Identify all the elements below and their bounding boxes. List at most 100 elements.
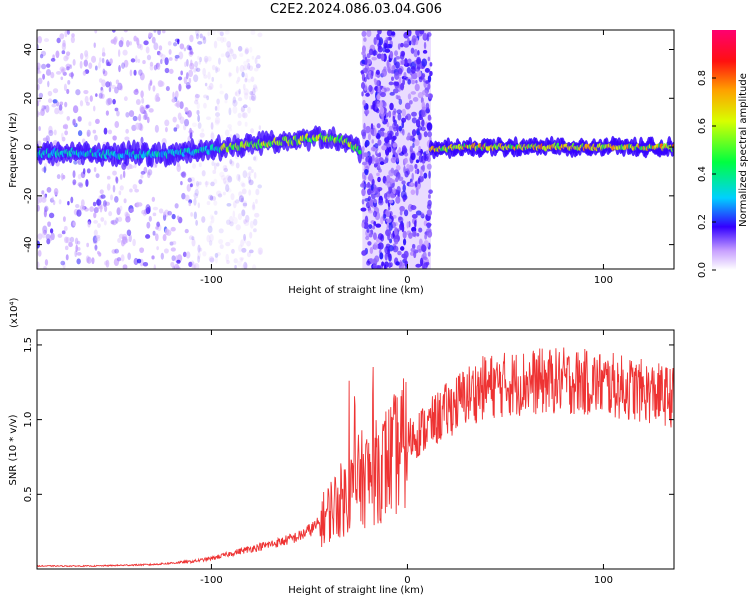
noise-speckle xyxy=(210,181,215,187)
noise-speckle xyxy=(84,50,89,57)
noise-speckle xyxy=(152,85,156,92)
noise-speckle xyxy=(244,47,250,54)
broadband-speckle xyxy=(388,222,393,231)
broadband-speckle xyxy=(385,180,388,186)
noise-speckle xyxy=(138,69,143,76)
broadband-speckle xyxy=(380,216,384,225)
noise-speckle xyxy=(82,168,86,175)
broadband-speckle xyxy=(423,154,429,162)
noise-speckle xyxy=(241,71,245,78)
noise-speckle xyxy=(119,185,124,191)
broadband-speckle xyxy=(420,170,423,177)
broadband-speckle xyxy=(414,220,417,228)
noise-speckle xyxy=(53,129,57,136)
noise-speckle xyxy=(140,136,144,144)
broadband-speckle xyxy=(383,192,388,200)
noise-speckle xyxy=(206,201,211,206)
broadband-speckle xyxy=(417,50,420,56)
colorbar-gradient xyxy=(712,30,736,270)
noise-speckle xyxy=(94,134,98,141)
noise-speckle xyxy=(101,52,106,57)
noise-speckle xyxy=(191,236,195,241)
broadband-speckle xyxy=(427,82,431,90)
noise-speckle xyxy=(204,181,210,186)
noise-speckle xyxy=(60,76,64,81)
noise-speckle xyxy=(243,219,247,225)
broadband-speckle xyxy=(407,58,412,64)
broadband-speckle xyxy=(395,61,400,69)
noise-speckle xyxy=(149,80,153,86)
noise-speckle xyxy=(133,69,137,76)
noise-speckle xyxy=(188,69,194,78)
broadband-speckle xyxy=(383,66,387,72)
broadband-speckle xyxy=(408,232,413,239)
noise-speckle xyxy=(246,172,251,179)
noise-speckle xyxy=(194,93,199,102)
broadband-speckle xyxy=(427,131,433,138)
noise-speckle xyxy=(192,264,197,269)
noise-speckle xyxy=(42,73,46,80)
noise-speckle xyxy=(162,213,167,221)
noise-speckle xyxy=(148,215,152,222)
broadband-speckle xyxy=(392,115,396,123)
noise-speckle xyxy=(243,219,250,227)
noise-speckle xyxy=(240,106,246,113)
noise-speckle xyxy=(126,229,132,236)
noise-speckle xyxy=(105,110,109,116)
noise-speckle xyxy=(186,59,189,67)
broadband-speckle xyxy=(416,70,422,78)
noise-speckle xyxy=(76,251,82,256)
noise-speckle xyxy=(97,223,101,229)
broadband-speckle xyxy=(410,47,415,54)
broadband-speckle xyxy=(393,108,397,114)
noise-speckle xyxy=(243,60,248,66)
broadband-speckle xyxy=(364,215,369,225)
noise-speckle xyxy=(220,53,225,58)
noise-speckle xyxy=(196,102,200,110)
noise-speckle xyxy=(162,234,167,242)
broadband-speckle xyxy=(395,94,399,100)
noise-speckle xyxy=(117,216,123,222)
noise-speckle xyxy=(137,58,141,63)
broadband-speckle xyxy=(393,169,400,177)
broadband-speckle xyxy=(395,177,399,183)
broadband-speckle xyxy=(390,156,397,164)
noise-speckle xyxy=(192,163,197,169)
noise-speckle xyxy=(119,173,123,180)
broadband-speckle xyxy=(373,198,378,204)
noise-speckle xyxy=(56,174,61,180)
broadband-speckle xyxy=(391,76,394,81)
broadband-speckle xyxy=(406,221,409,229)
noise-speckle xyxy=(203,94,208,99)
broadband-speckle xyxy=(427,114,432,121)
broadband-speckle xyxy=(402,238,407,246)
broadband-speckle xyxy=(361,198,365,205)
noise-speckle xyxy=(116,110,120,117)
noise-speckle xyxy=(88,62,93,69)
broadband-speckle xyxy=(427,75,432,83)
noise-speckle xyxy=(225,174,232,181)
broadband-speckle xyxy=(397,67,403,75)
noise-speckle xyxy=(247,62,251,70)
broadband-speckle xyxy=(369,246,374,255)
noise-speckle xyxy=(136,43,142,49)
broadband-speckle xyxy=(388,169,395,177)
noise-speckle xyxy=(226,260,230,265)
noise-speckle xyxy=(174,57,178,62)
noise-speckle xyxy=(190,59,193,67)
noise-speckle xyxy=(79,204,85,211)
noise-speckle xyxy=(52,200,56,206)
noise-speckle xyxy=(191,264,196,269)
noise-speckle xyxy=(216,103,220,112)
broadband-speckle xyxy=(368,209,373,214)
y-tick-label: 40 xyxy=(23,43,34,56)
noise-speckle xyxy=(110,194,113,201)
noise-speckle xyxy=(123,30,128,33)
noise-speckle xyxy=(85,101,90,106)
noise-speckle xyxy=(174,90,179,99)
broadband-speckle xyxy=(388,245,394,252)
noise-speckle xyxy=(47,80,50,88)
noise-speckle xyxy=(77,173,82,180)
noise-speckle xyxy=(235,199,240,204)
